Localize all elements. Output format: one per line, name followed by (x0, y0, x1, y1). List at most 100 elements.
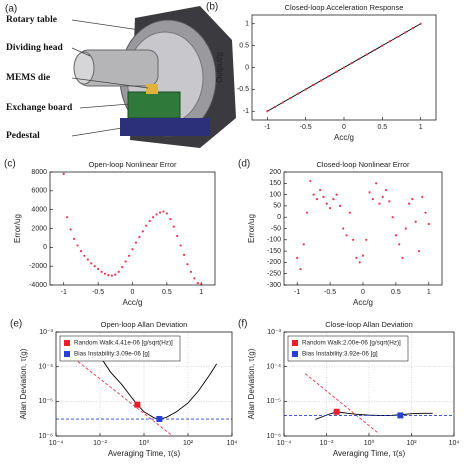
y-tick-label: 10⁻⁶ (267, 433, 281, 440)
photo: (a) Rotary table Dividing head MEMS die … (0, 0, 240, 158)
data-point (182, 253, 186, 256)
legend-label: Bias Instability:3.92e-06 [g] (302, 351, 378, 358)
data-point (289, 97, 292, 100)
legend-swatch (64, 340, 70, 346)
y-tick-label: 10⁻⁴ (39, 364, 54, 371)
data-point (365, 53, 369, 56)
data-point (155, 213, 158, 216)
y-axis-label: Error/ug (13, 214, 22, 243)
y-tick-label: -4000 (29, 282, 47, 289)
data-point (100, 270, 103, 273)
data-point (328, 207, 332, 210)
data-point (72, 237, 76, 240)
chart-title: Open-loop Nonlinear Error (89, 160, 177, 169)
leader (79, 103, 131, 109)
x-tick-label: 0.5 (377, 124, 387, 131)
y-tick-label: 4000 (31, 207, 47, 214)
data-point (117, 270, 120, 273)
y-tick-label: 8000 (31, 169, 47, 176)
data-point (169, 217, 172, 221)
y-tick-label: 0.5 (239, 42, 249, 49)
leader (71, 19, 141, 31)
data-point (401, 256, 404, 259)
data-point (145, 224, 148, 227)
data-point (141, 230, 144, 233)
x-tick-label: 10⁻⁴ (277, 440, 292, 447)
data-point (312, 193, 315, 196)
data-point (86, 258, 89, 261)
axes-frame (251, 14, 437, 121)
data-point (127, 254, 131, 257)
data-point (315, 198, 319, 201)
data-point (172, 225, 175, 228)
legend-swatch (292, 351, 298, 357)
data-point (427, 222, 430, 226)
data-point (186, 263, 189, 266)
leader (71, 127, 123, 137)
data-point (62, 172, 65, 175)
y-tick-label: -0.5 (237, 86, 249, 93)
data-point (121, 266, 124, 269)
y-tick-label: 10⁻⁶ (39, 433, 53, 440)
y-axis-label: Error/ug (247, 214, 256, 243)
y-tick-label: 10⁻³ (39, 329, 53, 336)
legend-swatch (64, 351, 70, 357)
legend-box (59, 335, 181, 362)
data-point (165, 212, 168, 215)
x-tick-label: 1 (419, 124, 423, 131)
plot-content (266, 22, 422, 113)
data-point (322, 195, 325, 198)
data-point (398, 243, 401, 246)
data-line (304, 373, 380, 435)
data-point (273, 105, 277, 108)
data-point (355, 256, 358, 259)
y-tick-label: 1 (245, 21, 249, 28)
panel-label: (e) (10, 319, 22, 330)
x-tick-label: -0.5 (92, 289, 104, 296)
panel-label: (f) (238, 319, 247, 330)
data-point (361, 254, 365, 257)
data-point (162, 210, 165, 213)
pedestal (120, 118, 210, 136)
x-tick-label: 1 (427, 289, 431, 296)
data-point (335, 193, 338, 196)
data-point (281, 101, 284, 104)
x-tick-label: 10⁻⁴ (49, 440, 64, 447)
x-tick-label: 10⁻² (320, 440, 334, 447)
panel-label: (a) (5, 4, 17, 15)
data-point (394, 234, 398, 237)
legend-swatch (292, 340, 298, 346)
x-tick-label: 10⁴ (227, 440, 238, 447)
data-point (76, 244, 79, 247)
data-point (319, 79, 323, 82)
y-tick-label: 150 (269, 180, 281, 187)
photo-label: Exchange board (6, 103, 73, 113)
x-tick-label: -0.5 (300, 124, 312, 131)
x-tick-label: 0 (131, 289, 135, 296)
data-point (391, 216, 394, 219)
x-tick-label: 0 (361, 289, 365, 296)
data-point (378, 202, 381, 205)
y-tick-label: -250 (267, 271, 281, 278)
y-tick-label: 200 (269, 169, 281, 176)
panel-label: (c) (4, 159, 16, 170)
x-tick-label: -1 (61, 289, 67, 296)
data-point (131, 248, 134, 251)
y-tick-label: -1 (243, 108, 249, 115)
panel: 10⁻⁴ 10⁻² 10⁰ 10² 10⁴ 10⁻⁶ 10⁻⁵ 10⁻⁴ 10⁻³ Open-lo… (10, 319, 237, 458)
x-tick-label: 0.5 (162, 289, 172, 296)
legend-label: Bias Instability:3.09e-06 [g] (74, 351, 150, 358)
y-axis-label: Output/g (215, 52, 224, 83)
y-tick-label: 10⁻⁵ (267, 398, 281, 405)
chart-title: Open-loop Allan Deviation (101, 320, 188, 329)
plot-content (284, 373, 454, 435)
exchange-board (127, 91, 181, 119)
chart-title: Close-loop Allan Deviation (325, 320, 413, 329)
data-point (179, 244, 182, 247)
data-point (312, 83, 315, 87)
data-point (414, 220, 417, 223)
y-tick-label: 50 (273, 203, 281, 210)
data-point (335, 70, 338, 73)
data-point (134, 241, 138, 244)
data-point (368, 191, 371, 194)
